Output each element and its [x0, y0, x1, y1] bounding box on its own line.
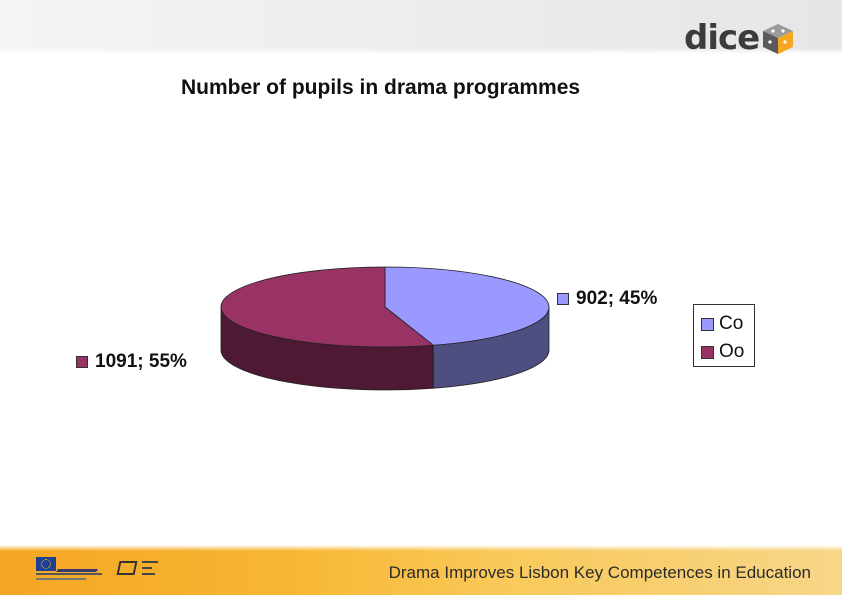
chart-title: Number of pupils in drama programmes: [181, 76, 581, 99]
header-band: [0, 0, 842, 54]
legend-item-co: Co: [701, 310, 754, 338]
pie-slice-oo: [220, 266, 435, 348]
data-label-swatch-co: [557, 293, 569, 305]
dice-logo: dice: [684, 18, 795, 58]
chart-legend: Co Oo: [693, 304, 755, 367]
footer-band: Drama Improves Lisbon Key Competences in…: [0, 545, 842, 595]
logo-caption-line: [142, 573, 155, 575]
legend-label-co: Co: [719, 313, 744, 334]
pie-slice-co: [384, 266, 550, 346]
data-label-text-co: 902; 45%: [576, 288, 658, 309]
logo-text: dice: [684, 18, 760, 58]
monitor-icon: [116, 561, 138, 575]
data-label-co: 902; 45%: [557, 288, 657, 310]
data-label-oo: 1091; 55%: [76, 351, 187, 373]
legend-label-oo: Oo: [719, 341, 745, 362]
logo-caption-line: [142, 561, 158, 563]
cube-icon: [763, 24, 794, 54]
footer-tagline: Drama Improves Lisbon Key Competences in…: [388, 563, 811, 582]
eu-flag-icon: [36, 557, 56, 571]
data-label-text-oo: 1091; 55%: [95, 351, 187, 372]
education-culture-logo: [116, 557, 160, 583]
plane-icon: [56, 559, 104, 572]
logo-caption-line: [142, 567, 152, 569]
logo-caption-line: [36, 578, 86, 580]
legend-swatch-co: [701, 317, 714, 331]
legend-item-oo: Oo: [701, 338, 754, 366]
legend-swatch-oo: [701, 345, 714, 359]
eu-lifelong-learning-logo: [36, 557, 104, 583]
data-label-swatch-oo: [76, 356, 88, 368]
logo-caption-line: [36, 573, 102, 575]
